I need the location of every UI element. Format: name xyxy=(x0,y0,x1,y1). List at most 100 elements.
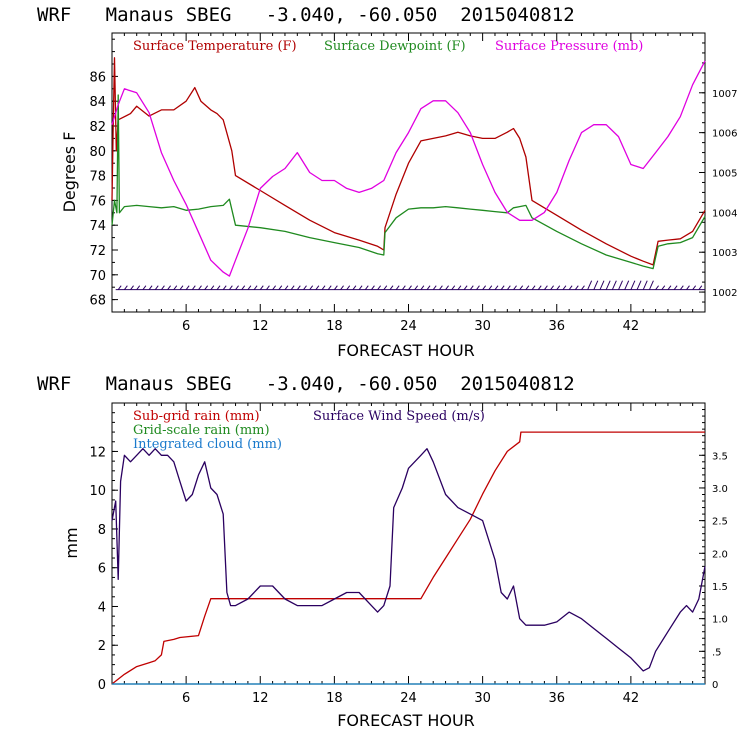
bottom-y-axis-label: mm xyxy=(62,527,81,558)
wind-barb xyxy=(562,285,567,290)
y2-tick-label: 1004 xyxy=(712,208,737,219)
wind-barb xyxy=(581,285,585,290)
series-line-surface-wind-speed-m-s xyxy=(111,448,706,672)
wind-barb xyxy=(333,285,338,290)
x-tick-label: 12 xyxy=(252,319,269,334)
wind-barb xyxy=(476,285,480,290)
wind-barb xyxy=(191,285,196,290)
wind-barb xyxy=(438,285,443,290)
y-tick-label: 74 xyxy=(89,219,106,234)
bottom-chart-title: WRF Manaus SBEG -3.040, -60.050 20150408… xyxy=(37,373,575,395)
y-tick-label: 6 xyxy=(98,562,106,577)
wind-barb xyxy=(482,285,487,290)
wind-barbs xyxy=(115,280,705,291)
bottom-y2-ticks: 0 .5 1.0 1.5 2.0 2.5 3.0 3.5 xyxy=(699,409,728,691)
y2-tick-label: 1002 xyxy=(712,288,737,299)
y2-tick-label: 2.0 xyxy=(712,549,728,560)
wind-barb xyxy=(142,285,147,290)
wind-barb xyxy=(130,285,134,290)
wind-barb xyxy=(469,285,474,290)
wind-barb xyxy=(296,285,301,290)
legend-surface-temperature: Surface Temperature (F) xyxy=(133,39,297,54)
wind-barb xyxy=(543,285,548,290)
top-x-ticks: 6 12 18 24 30 36 42 xyxy=(123,33,694,334)
legend-integrated-cloud: Integrated cloud (mm) xyxy=(133,437,282,452)
y2-tick-label: 3.0 xyxy=(712,484,728,495)
bottom-series xyxy=(111,431,706,685)
wind-barb xyxy=(173,285,178,290)
wind-barb xyxy=(395,285,400,290)
y-tick-label: 72 xyxy=(89,244,106,259)
wind-barb xyxy=(179,285,184,290)
x-tick-label: 18 xyxy=(326,319,343,334)
wind-barb xyxy=(550,285,554,290)
wind-barb xyxy=(426,285,431,290)
wind-barb xyxy=(408,285,412,290)
y2-tick-label: .5 xyxy=(712,647,722,658)
y-tick-label: 2 xyxy=(98,639,106,654)
y2-tick-label: 3.5 xyxy=(712,451,728,462)
wind-barb xyxy=(692,285,697,290)
wind-barb xyxy=(284,285,289,290)
series-line-surface-dewpoint-f xyxy=(111,94,706,270)
legend-gridscale-rain: Grid-scale rain (mm) xyxy=(133,423,270,438)
wind-barb xyxy=(259,285,264,290)
wind-barb xyxy=(500,285,505,290)
wind-barb xyxy=(611,280,617,290)
wind-barb xyxy=(556,285,561,290)
y-tick-label: 12 xyxy=(89,445,106,460)
wind-barb xyxy=(661,285,666,290)
wind-barb xyxy=(309,285,314,290)
y2-tick-label: 0 xyxy=(712,680,718,691)
x-tick-label: 42 xyxy=(623,319,640,334)
wind-barb xyxy=(154,285,159,290)
top-y2-ticks: 1002 1003 1004 1005 1006 1007 xyxy=(699,32,737,313)
y2-tick-label: 1.5 xyxy=(712,582,728,593)
x-tick-label: 42 xyxy=(623,691,640,706)
x-tick-label: 30 xyxy=(474,319,491,334)
y-tick-label: 4 xyxy=(98,600,106,615)
y-tick-label: 80 xyxy=(89,145,106,160)
wind-barb xyxy=(278,285,283,290)
y2-tick-label: 1.0 xyxy=(712,615,728,626)
wind-barb xyxy=(679,285,684,290)
wind-barb xyxy=(352,285,357,290)
wind-barb xyxy=(420,285,425,290)
series-line-surface-temperature-f xyxy=(111,57,706,266)
bottom-y-ticks: 0 2 4 6 8 10 12 xyxy=(89,412,118,693)
wind-barb xyxy=(587,280,593,290)
x-tick-label: 18 xyxy=(326,691,343,706)
top-chart-title: WRF Manaus SBEG -3.040, -60.050 20150408… xyxy=(37,4,575,26)
wind-barb xyxy=(457,285,462,290)
wind-barb xyxy=(593,280,599,290)
y2-tick-label: 2.5 xyxy=(712,517,728,528)
wind-barb xyxy=(303,285,307,290)
y-tick-label: 78 xyxy=(89,170,106,185)
wind-barb xyxy=(247,285,252,290)
y-tick-label: 0 xyxy=(98,678,106,693)
wind-barb xyxy=(630,280,636,290)
wind-barb xyxy=(451,285,456,290)
wind-barb xyxy=(686,285,690,290)
wind-barb xyxy=(667,285,672,290)
y-tick-label: 84 xyxy=(89,95,106,110)
y-tick-label: 86 xyxy=(89,70,106,85)
legend-subgrid-rain: Sub-grid rain (mm) xyxy=(133,409,260,424)
wind-barb xyxy=(599,280,605,290)
wind-barb xyxy=(148,285,153,290)
wind-barb xyxy=(389,285,394,290)
wind-barb xyxy=(624,280,630,290)
wind-barb xyxy=(506,285,511,290)
y-tick-label: 82 xyxy=(89,120,106,135)
wind-barb xyxy=(519,285,524,290)
legend-surface-dewpoint: Surface Dewpoint (F) xyxy=(324,39,466,54)
y2-tick-label: 1007 xyxy=(712,89,737,100)
wind-barb xyxy=(371,285,375,290)
wind-barb xyxy=(432,285,437,290)
y2-tick-label: 1006 xyxy=(712,129,737,140)
x-tick-label: 36 xyxy=(548,319,565,334)
wind-barb xyxy=(463,285,468,290)
wind-barb xyxy=(315,285,320,290)
